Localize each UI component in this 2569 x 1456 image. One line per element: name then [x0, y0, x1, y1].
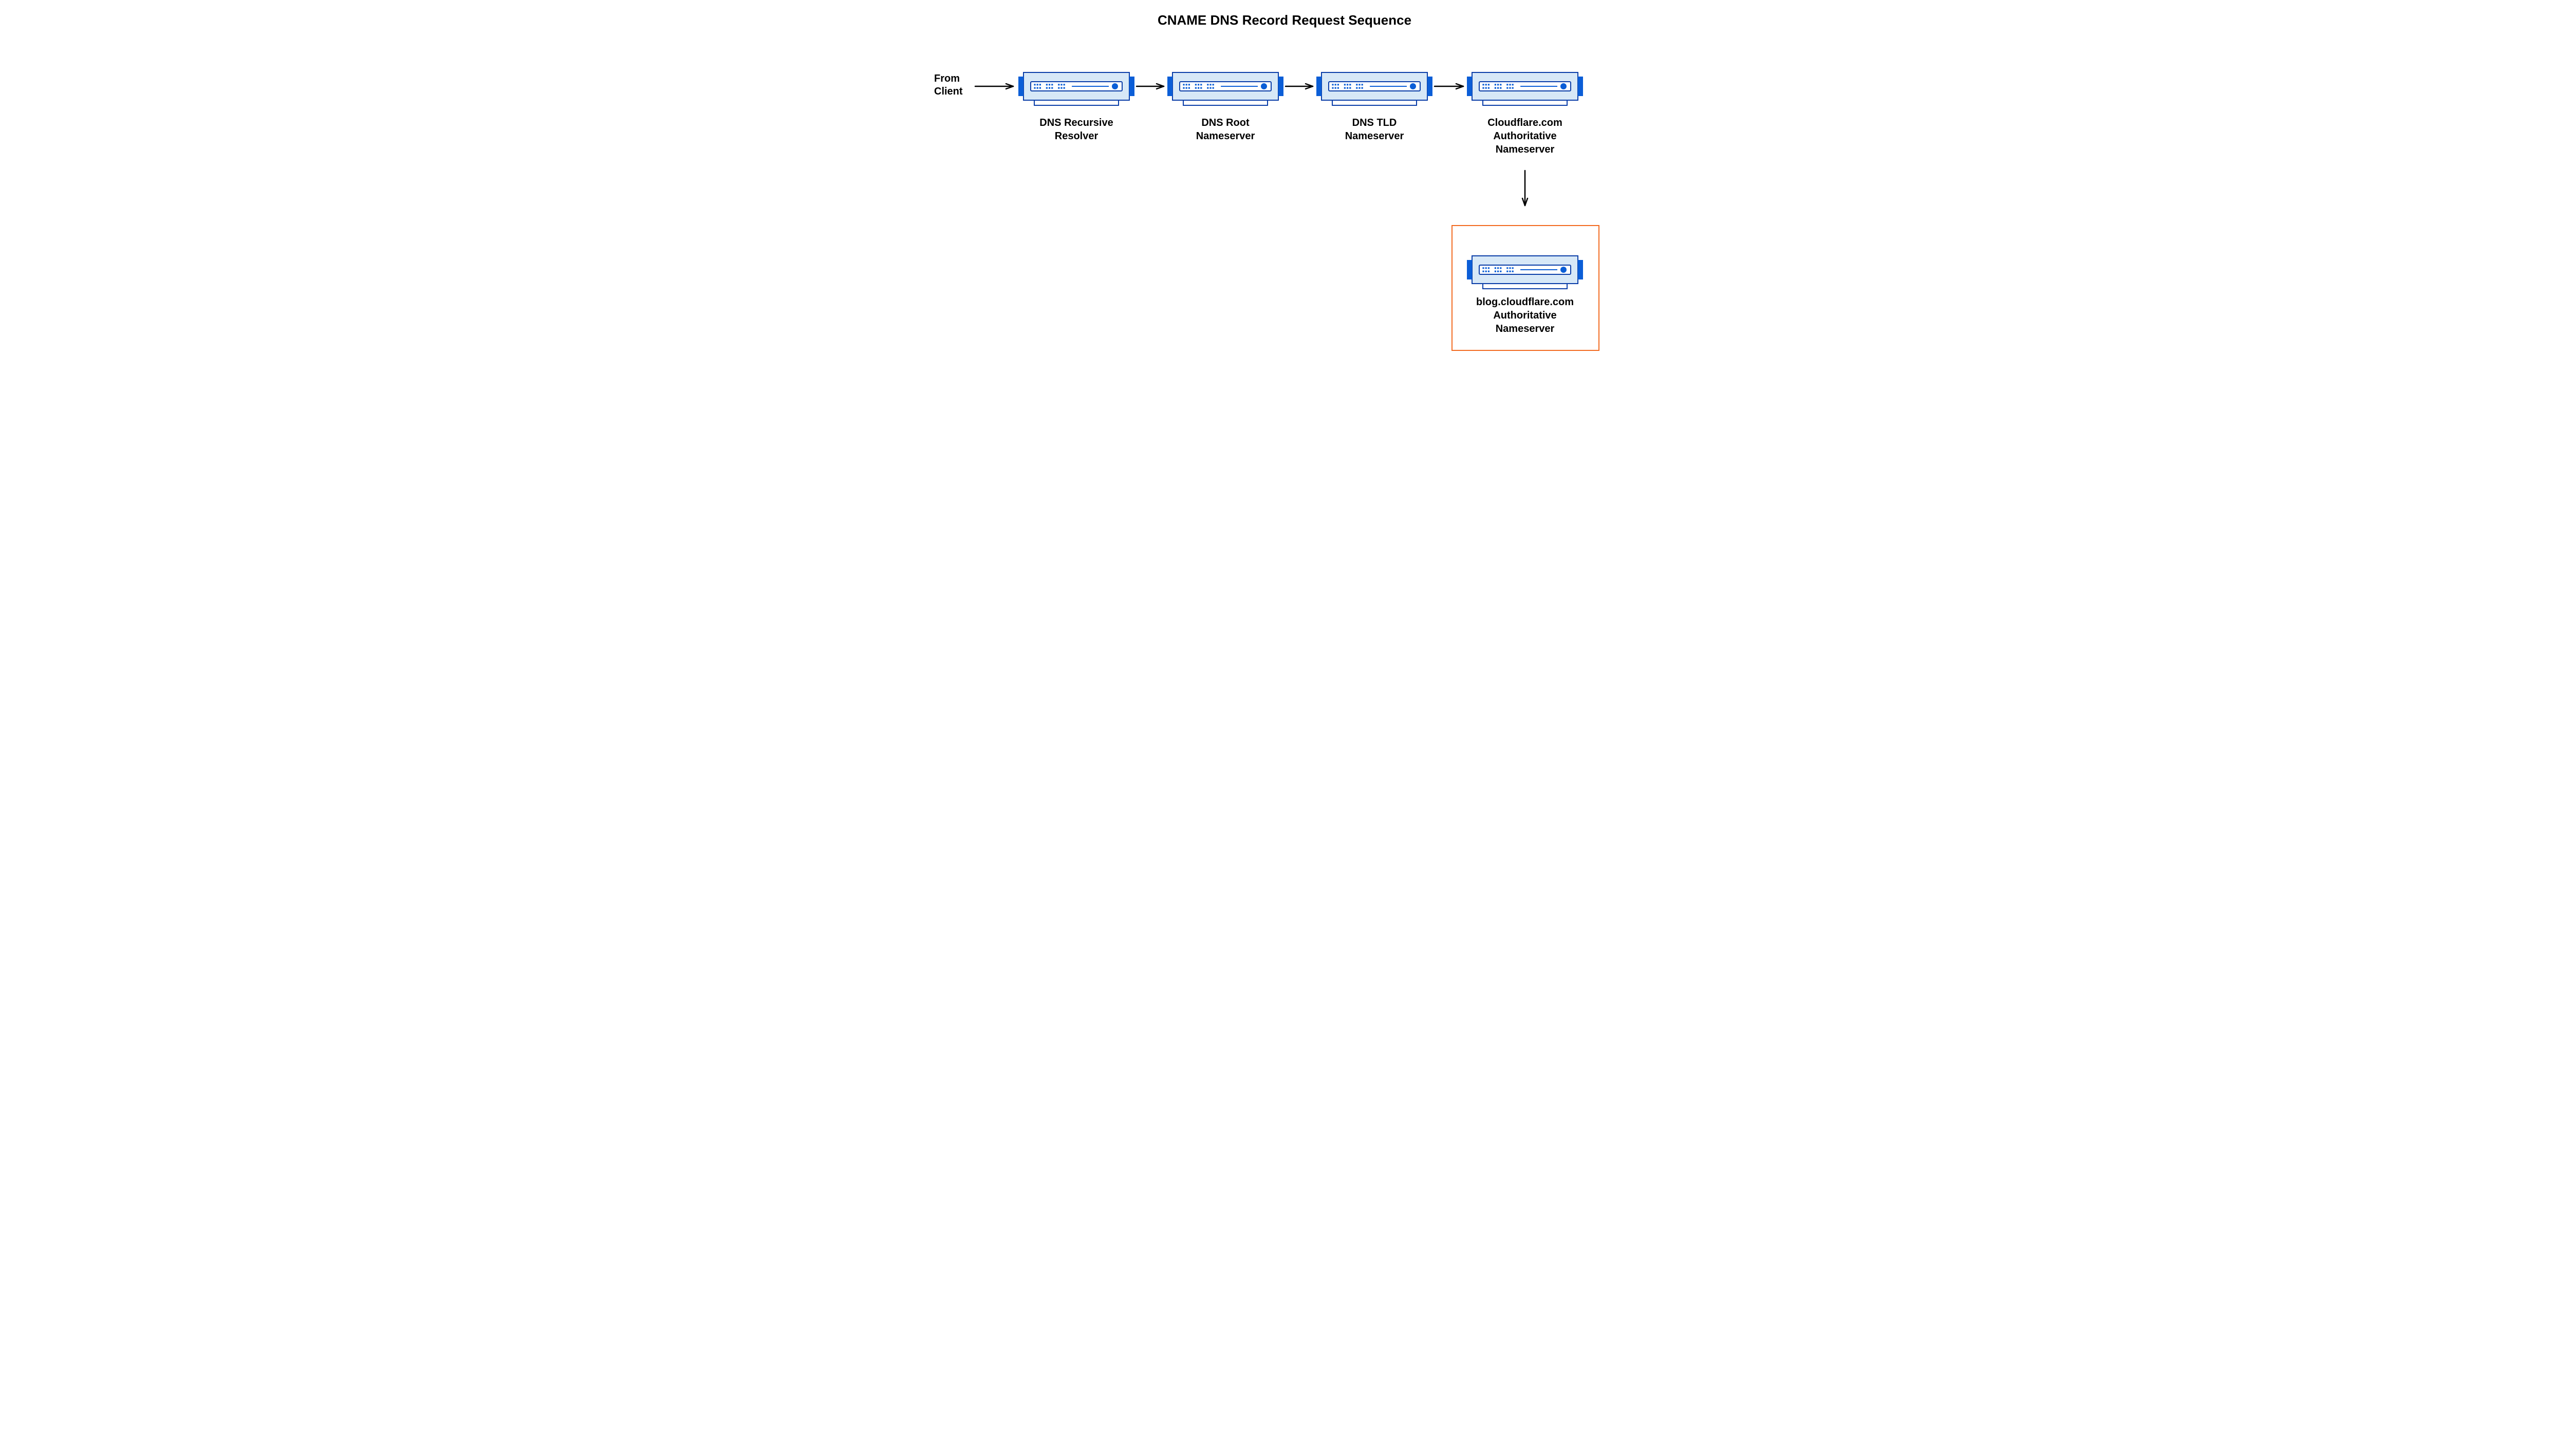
arrow-a2 — [1286, 84, 1313, 89]
label-dns-recursive-resolver: DNS RecursiveResolver — [1020, 116, 1133, 143]
label-cloudflare-authoritative: Cloudflare.comAuthoritativeNameserver — [1463, 116, 1587, 156]
server-icon-root — [1167, 72, 1283, 105]
diagram-canvas: CNAME DNS Record Request Sequence FromCl… — [899, 0, 1670, 385]
server-icon-auth2 — [1467, 256, 1583, 289]
label-dns-tld-nameserver: DNS TLDNameserver — [1318, 116, 1431, 143]
arrow-a4 — [1522, 171, 1528, 206]
arrow-a1 — [1137, 84, 1164, 89]
server-icon-resolver — [1018, 72, 1134, 105]
arrow-a0 — [975, 84, 1013, 89]
server-icon-tld — [1316, 72, 1432, 105]
label-dns-root-nameserver: DNS RootNameserver — [1169, 116, 1282, 143]
arrow-a3 — [1435, 84, 1463, 89]
server-icon-auth1 — [1467, 72, 1583, 105]
label-blog-cloudflare-authoritative: blog.cloudflare.comAuthoritativeNameserv… — [1463, 295, 1587, 335]
